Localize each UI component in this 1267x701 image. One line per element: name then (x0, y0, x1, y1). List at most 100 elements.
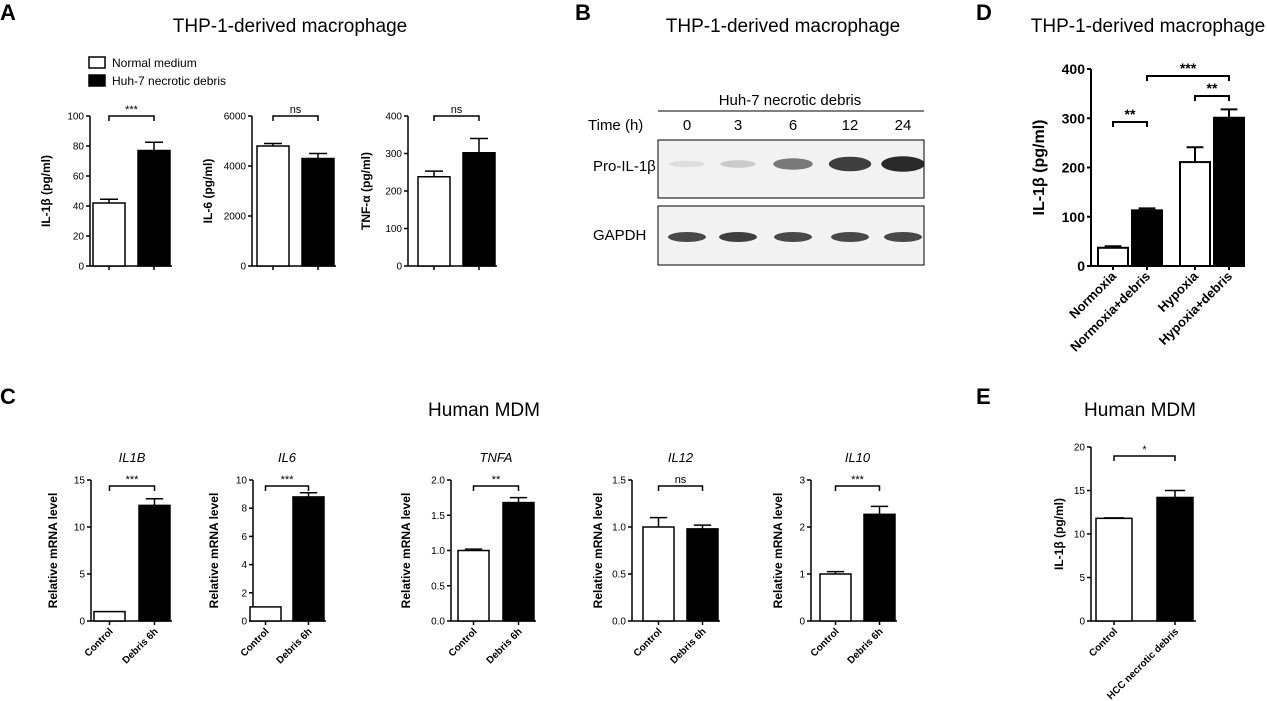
gene-title-C1: IL1B (119, 450, 146, 465)
wb-band-pro-il1b-1 (720, 160, 756, 168)
y-tick-label-C2-0: 0 (241, 617, 247, 628)
significance-label-C2-0: *** (281, 474, 295, 486)
panel-c-title: Human MDM (428, 400, 540, 421)
y-tick-label-E-3: 15 (1074, 486, 1086, 497)
bar-C5-0 (819, 573, 852, 622)
y-axis-label-E: IL-1β (pg/ml) (1052, 498, 1066, 570)
y-axis-label-A2: IL-6 (pg/ml) (201, 159, 215, 224)
panel-letter-d: D (976, 0, 992, 25)
significance-label-C3-0: ** (492, 474, 501, 486)
y-tick-label-D-1: 100 (1062, 209, 1086, 225)
wb-band-gapdh-0 (668, 232, 706, 242)
y-tick-label-C4-0: 0.0 (612, 617, 626, 628)
y-tick-label-C2-5: 10 (236, 476, 248, 487)
significance-label-A2-0: ns (290, 104, 302, 116)
y-tick-label-C3-1: 0.5 (431, 581, 445, 592)
wb-row-label-gapdh: GAPDH (593, 227, 646, 244)
y-axis-label-C5: Relative mRNA level (771, 493, 785, 609)
y-tick-label-A2-2: 4000 (224, 162, 247, 173)
significance-bracket-C5-0 (834, 485, 881, 491)
y-tick-label-A2-0: 0 (240, 262, 246, 273)
bar-E-1 (1156, 496, 1194, 622)
bar-A3-1 (462, 152, 496, 267)
significance-bracket-D-0 (1112, 121, 1148, 127)
wb-time-6: 6 (789, 117, 797, 134)
significance-bracket-D-2 (1146, 75, 1230, 81)
panel-b-title: THP-1-derived macrophage (666, 16, 900, 37)
x-category-label-C4-1: Debris 6h (669, 626, 709, 666)
western-blot: Huh-7 necrotic debris Time (h) Pro-IL-1β… (588, 92, 925, 266)
wb-time-0: 0 (683, 117, 691, 134)
significance-label-E-0: * (1142, 444, 1147, 456)
significance-label-A3-0: ns (451, 104, 463, 116)
significance-bracket-C3-0 (472, 485, 520, 491)
chart-C2: IL6 0 2 4 6 8 10 Relative mRNA level Control Debr… (207, 450, 326, 666)
panel-letter-a: A (0, 0, 16, 25)
bar-C2-1 (292, 496, 325, 622)
y-tick-label-C5-1: 1 (799, 570, 805, 581)
y-tick-label-E-4: 20 (1074, 443, 1086, 454)
bar-D-3 (1213, 116, 1245, 267)
y-tick-label-E-2: 10 (1074, 530, 1086, 541)
bar-C2-0 (249, 606, 282, 622)
chart-C4: IL12 0.0 0.5 1.0 1.5 Relative mRNA level Contr… (591, 450, 720, 666)
y-tick-label-C2-4: 8 (241, 504, 247, 515)
panel-letter-e: E (976, 384, 991, 409)
bar-A1-1 (137, 149, 171, 267)
y-tick-label-C1-3: 15 (74, 476, 86, 487)
significance-label-C4-0: ns (675, 474, 687, 486)
significance-bracket-A3-0 (433, 115, 480, 121)
significance-label-D-1: ** (1207, 80, 1218, 96)
y-tick-label-C3-4: 2.0 (431, 476, 445, 487)
gene-title-C2: IL6 (278, 450, 297, 465)
x-category-label-C1-0: Control (83, 626, 116, 659)
y-tick-label-A1-3: 60 (73, 172, 85, 183)
significance-bracket-D-1 (1194, 95, 1230, 101)
y-tick-label-E-1: 5 (1079, 573, 1085, 584)
significance-bracket-A1-0 (108, 115, 155, 121)
bar-A2-0 (256, 145, 290, 267)
y-tick-label-C4-2: 1.0 (612, 523, 626, 534)
wb-time-label: Time (h) (588, 117, 643, 134)
bar-D-2 (1179, 161, 1211, 268)
bar-A2-1 (301, 157, 335, 267)
y-axis-label-C3: Relative mRNA level (399, 493, 413, 609)
wb-band-pro-il1b-2 (773, 158, 813, 170)
significance-label-C5-0: *** (851, 474, 865, 486)
panel-e-title: Human MDM (1084, 400, 1196, 421)
y-tick-label-C1-2: 10 (74, 523, 86, 534)
panel-letter-c: C (0, 384, 16, 409)
bar-C5-1 (863, 513, 896, 622)
wb-row-label-pro-il1b: Pro-IL-1β (593, 158, 656, 175)
wb-time-12: 12 (842, 117, 859, 134)
bar-E-0 (1095, 517, 1133, 622)
y-axis-label-C2: Relative mRNA level (207, 493, 221, 609)
x-category-label-C2-0: Control (239, 626, 272, 659)
panel-letter-b: B (575, 0, 591, 25)
bar-D-0 (1097, 246, 1129, 267)
x-category-label-E-0: Control (1087, 626, 1120, 659)
y-tick-label-C3-3: 1.5 (431, 511, 445, 522)
y-tick-label-A1-0: 0 (78, 262, 84, 273)
y-tick-label-D-0: 0 (1077, 258, 1085, 274)
significance-label-A1-0: *** (125, 104, 139, 116)
y-tick-label-A1-1: 20 (73, 232, 85, 243)
bar-C3-0 (457, 549, 490, 622)
y-tick-label-A3-0: 0 (396, 262, 402, 273)
chart-C5: IL10 0 1 2 3 Relative mRNA level Control Debris… (771, 450, 897, 666)
gene-title-C4: IL12 (668, 450, 694, 465)
y-tick-label-C1-1: 5 (79, 570, 85, 581)
wb-band-gapdh-3 (831, 232, 869, 242)
panel-a-title: THP-1-derived macrophage (173, 16, 407, 37)
x-category-label-C3-0: Control (447, 626, 480, 659)
y-tick-label-C4-3: 1.5 (612, 476, 626, 487)
wb-band-gapdh-4 (884, 232, 922, 242)
x-category-label-C5-1: Debris 6h (846, 626, 886, 666)
wb-band-pro-il1b-0 (669, 160, 705, 168)
bar-A1-0 (92, 202, 126, 267)
chart-C1: IL1B 0 5 10 15 Relative mRNA level Control Debr… (46, 450, 172, 666)
chart-A1: 0 20 40 60 80 100 IL-1β (pg/ml) *** (39, 104, 172, 273)
y-axis-label-D: IL-1β (pg/ml) (1031, 120, 1048, 216)
